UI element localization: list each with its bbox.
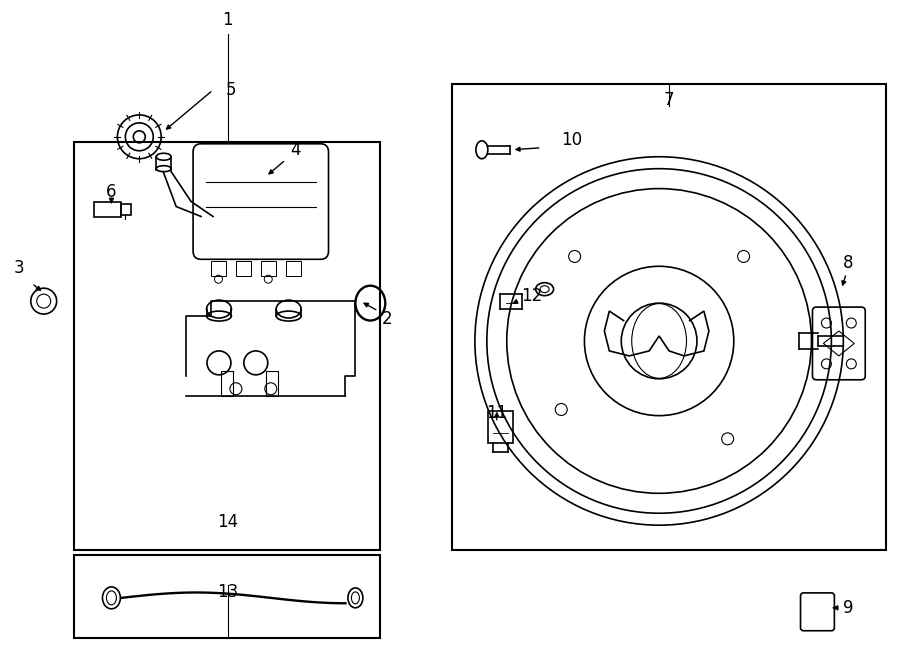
Bar [122, 204, 131, 215]
Text: 8: 8 [843, 254, 853, 272]
Bar [488, 410, 513, 442]
Text: 14: 14 [218, 513, 238, 531]
Text: 2: 2 [382, 310, 392, 328]
Bar [285, 261, 301, 276]
Bar [236, 261, 251, 276]
Text: 11: 11 [486, 404, 508, 422]
Text: 9: 9 [843, 599, 853, 617]
Bar [261, 261, 275, 276]
Bar [452, 84, 886, 550]
Text: 10: 10 [561, 131, 582, 149]
Bar [74, 142, 381, 550]
Bar [221, 371, 233, 396]
Text: 1: 1 [222, 11, 233, 29]
Bar [211, 261, 226, 276]
Bar [266, 371, 278, 396]
Text: 3: 3 [14, 259, 24, 277]
Text: 6: 6 [106, 182, 117, 200]
Text: 4: 4 [291, 141, 301, 159]
Bar [94, 202, 122, 217]
Text: 13: 13 [217, 583, 239, 601]
Bar [74, 555, 381, 638]
Text: 12: 12 [521, 287, 543, 305]
Text: 7: 7 [664, 91, 674, 109]
Text: 5: 5 [226, 81, 236, 99]
